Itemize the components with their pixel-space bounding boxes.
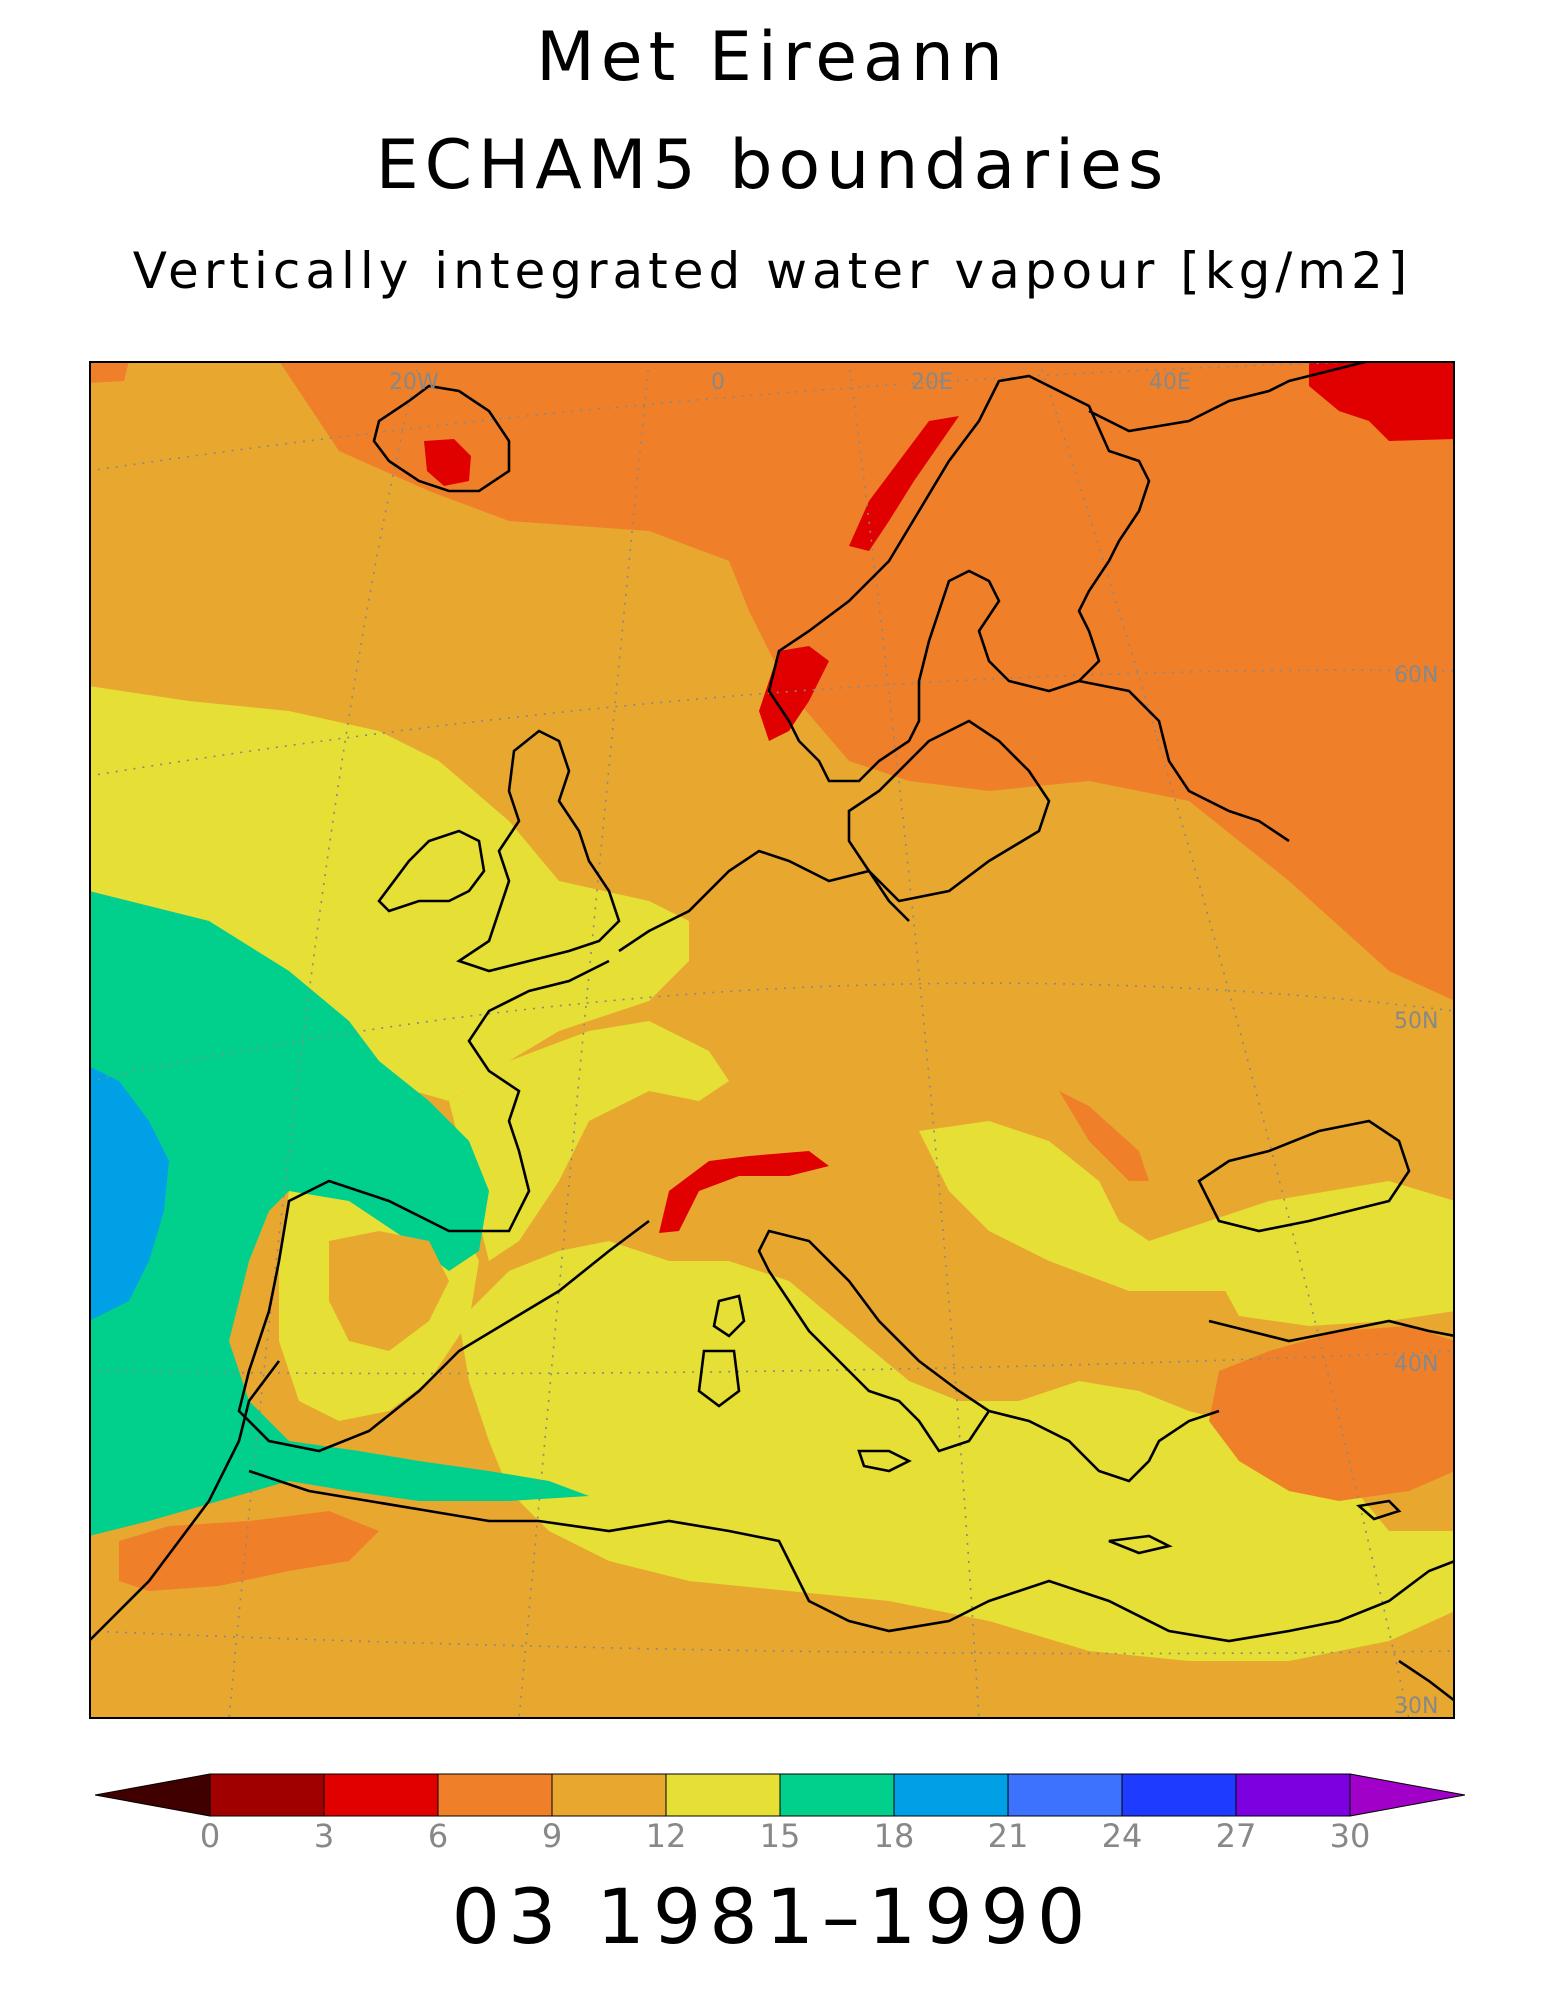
colorbar-segment bbox=[893, 1773, 1009, 1817]
field-orange-anatolia bbox=[1209, 1326, 1455, 1501]
colorbar-segment bbox=[1007, 1773, 1123, 1817]
lat-label-30n: 30N bbox=[1394, 1694, 1438, 1719]
colorbar-tick-label: 6 bbox=[427, 1817, 449, 1855]
colorbar-tick-label: 24 bbox=[1101, 1817, 1143, 1855]
field-yellow-med bbox=[459, 1241, 1455, 1661]
colorbar-segment bbox=[1235, 1773, 1351, 1817]
field-red-arctic bbox=[1309, 361, 1455, 441]
colorbar-segment bbox=[779, 1773, 895, 1817]
water-vapour-map: 20W 0 20E 40E 60N 50N 40N 30N bbox=[89, 361, 1455, 1719]
field-orange-corner bbox=[89, 361, 129, 383]
colorbar-tick-label: 30 bbox=[1329, 1817, 1371, 1855]
lon-label-0: 0 bbox=[711, 370, 725, 395]
field-yellow-turkey-n bbox=[1209, 1231, 1455, 1326]
field-red-norway-north bbox=[849, 416, 959, 551]
field-red-alps bbox=[659, 1151, 829, 1233]
field-red-norway-south bbox=[759, 646, 829, 741]
title-line-1: Met Eireann bbox=[536, 18, 1009, 97]
period-label: 03 1981–1990 bbox=[451, 1872, 1094, 1961]
colorbar-tick-label: 12 bbox=[645, 1817, 687, 1855]
lon-label-40e: 40E bbox=[1149, 370, 1191, 395]
colorbar-tick-label: 21 bbox=[987, 1817, 1029, 1855]
colorbar-tick-label: 18 bbox=[873, 1817, 915, 1855]
field-orange-iberia bbox=[329, 1231, 449, 1351]
colorbar-tick-label: 3 bbox=[313, 1817, 335, 1855]
field-orange-sahara bbox=[119, 1511, 379, 1591]
lat-labels: 60N 50N 40N 30N bbox=[1394, 663, 1438, 1719]
lon-label-20e: 20E bbox=[911, 370, 953, 395]
lon-labels: 20W 0 20E 40E bbox=[389, 370, 1191, 395]
title-line-2: ECHAM5 boundaries bbox=[375, 126, 1170, 205]
field-yellow-atlantic bbox=[89, 686, 689, 1101]
map-frame bbox=[89, 361, 1455, 1719]
colorbar-segment bbox=[209, 1773, 325, 1817]
colorbar-tick-label: 15 bbox=[759, 1817, 801, 1855]
colorbar-segment bbox=[551, 1773, 667, 1817]
colorbar-tick-label: 0 bbox=[199, 1817, 221, 1855]
colorbar bbox=[95, 1773, 1465, 1817]
field-red-iceland bbox=[424, 439, 471, 486]
colorbar-tick-label: 9 bbox=[541, 1817, 563, 1855]
lat-label-50n: 50N bbox=[1394, 1009, 1438, 1034]
colorbar-under-arrow bbox=[95, 1773, 211, 1817]
graticule bbox=[89, 361, 1455, 1719]
title-line-3: Vertically integrated water vapour [kg/m… bbox=[132, 242, 1413, 300]
colorbar-tick-label: 27 bbox=[1215, 1817, 1257, 1855]
colorbar-segment bbox=[665, 1773, 781, 1817]
field-orange-north bbox=[279, 361, 1455, 1001]
coastlines bbox=[89, 361, 1455, 1703]
field-green-atlantic bbox=[89, 891, 589, 1536]
lat-label-40n: 40N bbox=[1394, 1352, 1438, 1377]
lat-label-60n: 60N bbox=[1394, 663, 1438, 688]
field-yellow-central bbox=[449, 1021, 729, 1261]
field-blue-atlantic bbox=[89, 1066, 169, 1321]
lon-label-20w: 20W bbox=[389, 370, 439, 395]
colorbar-over-arrow bbox=[1349, 1773, 1465, 1817]
colorbar-segment bbox=[437, 1773, 553, 1817]
field-orange-carpathians bbox=[1059, 1091, 1149, 1181]
colorbar-segment bbox=[323, 1773, 439, 1817]
colorbar-segment bbox=[1121, 1773, 1237, 1817]
